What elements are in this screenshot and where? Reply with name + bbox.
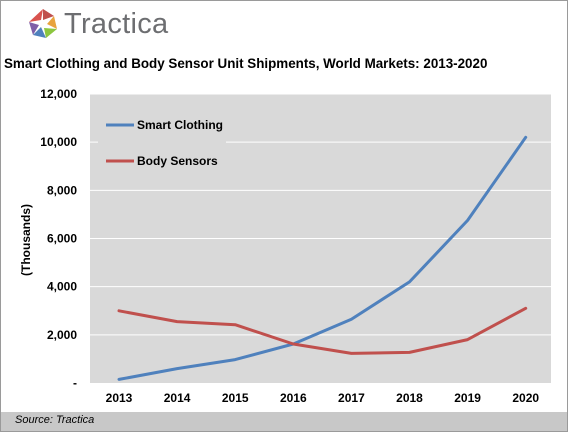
y-axis-label: (Thousands): [19, 204, 33, 276]
x-tick-label: 2015: [222, 391, 249, 405]
source-text: Source: Tractica: [15, 414, 95, 426]
series-line-body-sensors: [117, 306, 528, 355]
tractica-logo-icon: [29, 9, 57, 38]
y-tick-label: -: [73, 376, 77, 390]
legend-box: [98, 104, 226, 182]
tractica-logo: Tractica: [26, 6, 168, 42]
y-tick-label: 2,000: [47, 328, 77, 342]
y-tick-label: 8,000: [47, 183, 77, 197]
y-tick-label: 10,000: [40, 135, 77, 149]
x-tick-label: 2020: [512, 391, 539, 405]
legend-label: Smart Clothing: [137, 118, 223, 132]
logo-text: Tractica: [64, 7, 169, 40]
source-bar: Source: Tractica: [1, 412, 567, 431]
x-tick-label: 2013: [106, 391, 133, 405]
x-tick-label: 2014: [164, 391, 191, 405]
x-tick-label: 2017: [338, 391, 365, 405]
x-tick-label: 2016: [280, 391, 307, 405]
chart-title: Smart Clothing and Body Sensor Unit Ship…: [4, 56, 488, 71]
y-tick-label: 6,000: [47, 232, 77, 246]
legend-label: Body Sensors: [137, 154, 218, 168]
x-tick-label: 2018: [396, 391, 423, 405]
y-tick-label: 4,000: [47, 280, 77, 294]
x-tick-label: 2019: [454, 391, 481, 405]
series-line-smart-clothing: [117, 135, 528, 381]
y-tick-label: 12,000: [40, 87, 77, 101]
